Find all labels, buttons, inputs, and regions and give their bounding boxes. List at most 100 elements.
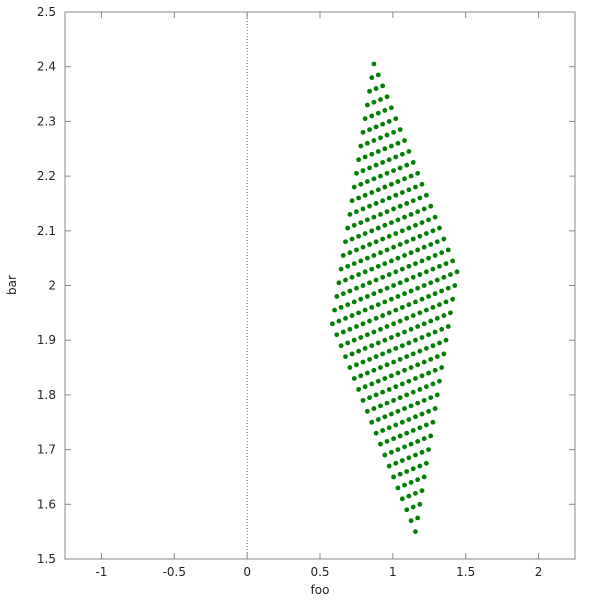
data-point [419,220,425,225]
data-point [378,211,383,217]
x-tick-label: 0 [243,565,251,579]
data-point [384,247,390,253]
data-point [389,143,394,149]
data-point [382,299,388,305]
data-point [360,206,366,212]
data-point [415,477,421,483]
data-point [410,274,416,280]
data-point [380,121,386,127]
data-point [364,217,370,223]
data-point [378,403,383,409]
data-point [364,370,370,376]
data-point [343,239,348,245]
data-point [395,332,401,338]
data-point [395,179,401,184]
data-point [445,324,451,329]
data-point [386,463,392,469]
data-point [380,198,386,204]
data-point [360,283,366,288]
data-point [397,395,403,401]
data-point [441,313,447,318]
data-point [382,376,388,381]
data-point [389,335,394,340]
data-point [378,326,383,332]
data-point [399,151,405,157]
data-point [428,318,434,324]
data-point [428,280,434,286]
data-point [349,236,355,242]
data-point [386,272,392,277]
data-point [373,162,379,168]
data-point [417,310,423,316]
data-point [430,419,436,425]
data-point [404,354,410,360]
plot-frame [64,11,576,560]
data-point [404,315,410,321]
data-point [371,291,377,297]
data-point [402,482,407,488]
data-point [367,242,372,247]
data-point [364,255,370,261]
data-point [408,173,414,179]
data-point [386,157,392,163]
data-point [356,310,362,316]
data-point [354,170,359,176]
data-point [375,263,381,269]
data-point [402,138,407,143]
y-tick-label: 1.7 [37,443,56,457]
data-point [426,217,431,223]
data-point [386,425,392,431]
data-point [345,263,351,269]
data-point [426,408,431,414]
data-point [434,277,440,283]
data-point [432,253,438,258]
data-point [347,288,353,294]
data-point [413,184,418,190]
data-point [395,485,401,491]
data-point [441,351,447,357]
data-point [386,310,392,316]
data-point [454,269,460,275]
data-point [393,384,399,390]
data-point [367,165,372,171]
data-point [393,154,399,160]
data-point [386,233,392,239]
data-point [358,220,364,225]
data-point [413,299,418,305]
data-point [378,173,383,179]
data-point [423,460,429,466]
data-point [404,392,410,398]
data-point [423,346,429,351]
data-point [448,272,453,277]
data-point [404,507,410,513]
data-point [373,392,379,398]
data-point [358,143,364,149]
data-point [413,337,418,343]
data-point [399,496,405,502]
data-point [380,428,386,433]
data-point [419,258,425,264]
data-point [369,304,375,310]
data-point [437,302,442,308]
data-point [408,403,414,409]
data-point [417,387,423,392]
data-point [417,195,423,201]
data-point [423,384,429,390]
data-point [410,466,416,472]
data-point [369,419,375,425]
data-point [380,236,386,242]
data-point [415,515,421,521]
data-point [426,370,431,376]
data-point [393,231,399,236]
data-point [382,452,388,458]
y-tick-label: 1.5 [37,552,56,566]
data-point [371,99,377,105]
data-point [406,455,412,461]
data-point [384,362,390,368]
data-point [384,94,390,100]
data-point [356,272,362,277]
data-point [382,414,388,420]
data-point [338,343,344,349]
data-point [340,291,346,297]
data-point [434,239,440,245]
